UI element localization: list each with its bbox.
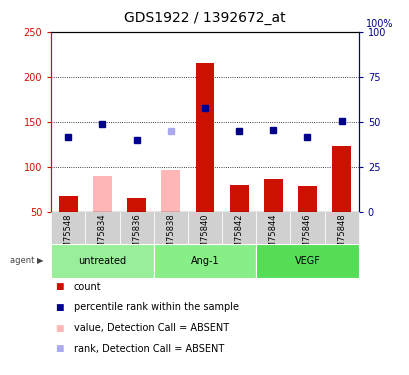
Text: GDS1922 / 1392672_at: GDS1922 / 1392672_at <box>124 11 285 25</box>
Text: GSM75838: GSM75838 <box>166 213 175 259</box>
Bar <box>195 63 214 212</box>
Text: ■: ■ <box>55 303 64 312</box>
Text: GSM75842: GSM75842 <box>234 213 243 259</box>
Text: rank, Detection Call = ABSENT: rank, Detection Call = ABSENT <box>74 344 223 354</box>
Bar <box>256 244 358 278</box>
Text: GSM75846: GSM75846 <box>302 213 311 259</box>
Text: value, Detection Call = ABSENT: value, Detection Call = ABSENT <box>74 323 228 333</box>
Bar <box>51 244 153 278</box>
Bar <box>324 212 358 244</box>
Bar <box>51 212 85 244</box>
Text: ■: ■ <box>55 344 64 353</box>
Bar <box>153 212 187 244</box>
Bar <box>153 244 256 278</box>
Text: GSM75836: GSM75836 <box>132 213 141 259</box>
Bar <box>331 146 350 212</box>
Text: VEGF: VEGF <box>294 256 320 266</box>
Text: Ang-1: Ang-1 <box>190 256 219 266</box>
Bar <box>161 171 180 212</box>
Text: untreated: untreated <box>78 256 126 266</box>
Bar <box>85 212 119 244</box>
Text: count: count <box>74 282 101 292</box>
Text: 100%: 100% <box>365 19 392 29</box>
Text: GSM75844: GSM75844 <box>268 213 277 259</box>
Text: GSM75548: GSM75548 <box>64 213 73 259</box>
Text: ■: ■ <box>55 324 64 333</box>
Text: percentile rank within the sample: percentile rank within the sample <box>74 303 238 312</box>
Bar <box>297 186 316 212</box>
Bar <box>119 212 153 244</box>
Text: agent ▶: agent ▶ <box>9 256 43 265</box>
Text: ■: ■ <box>55 282 64 291</box>
Text: GSM75848: GSM75848 <box>336 213 345 259</box>
Text: GSM75840: GSM75840 <box>200 213 209 259</box>
Bar <box>256 212 290 244</box>
Bar <box>93 176 112 212</box>
Text: GSM75834: GSM75834 <box>98 213 107 259</box>
Bar <box>127 198 146 212</box>
Bar <box>59 196 78 212</box>
Bar <box>229 185 248 212</box>
Bar <box>290 212 324 244</box>
Bar <box>263 178 282 212</box>
Bar <box>222 212 256 244</box>
Bar <box>187 212 222 244</box>
